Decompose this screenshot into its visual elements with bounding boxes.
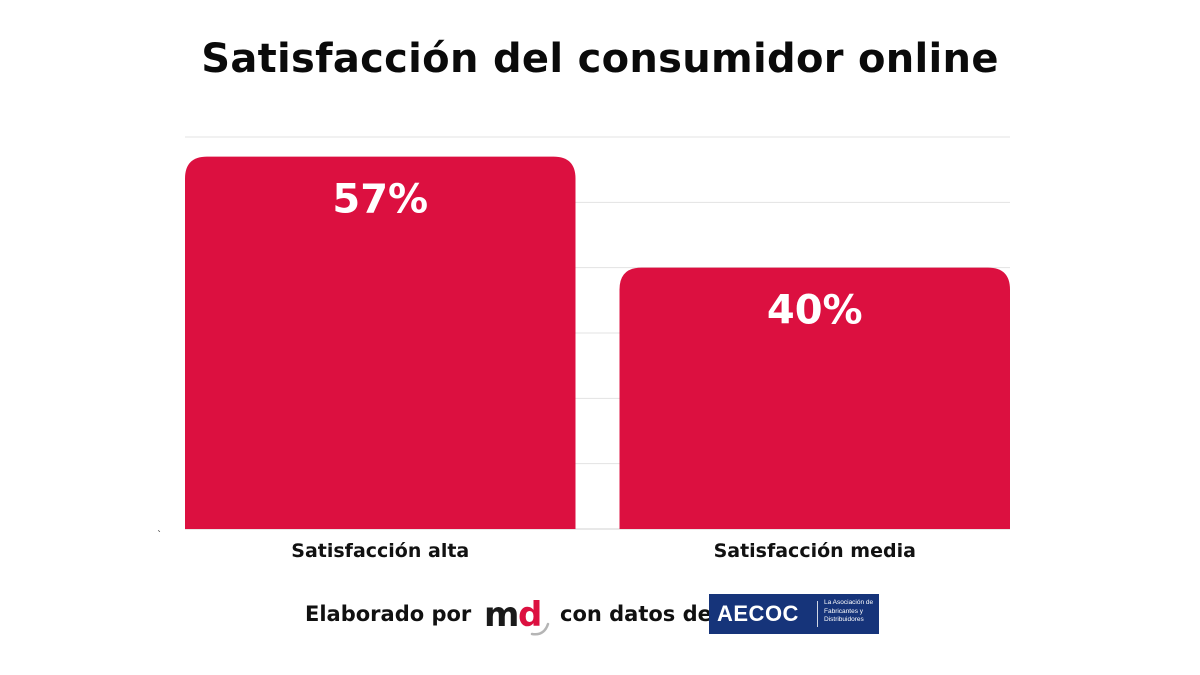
credit-con-datos-de: con datos de [560,602,712,626]
bar-value-label: 40% [767,288,863,334]
chart-category-labels: Satisfacción alta Satisfacción media [291,540,916,562]
bar-2 [619,267,1010,529]
chart-bars [185,156,1010,529]
footer-credits: Elaborado por m d con datos de AECOC La … [0,590,1200,638]
bar-1 [185,156,576,529]
aecoc-logo-divider [817,601,818,627]
aecoc-logo-tagline: La Asociación de Fabricantes y Distribui… [824,599,874,623]
aecoc-logo-mark: AECOC [717,601,799,626]
stray-tick-mark: ` [157,530,162,541]
svg-text:m: m [484,595,518,635]
aecoc-logo: AECOC La Asociación de Fabricantes y Dis… [709,594,879,634]
svg-text:d: d [518,595,542,635]
category-label: Satisfacción media [714,540,916,562]
credit-elaborado-por: Elaborado por [305,602,472,626]
md-logo: m d [484,595,550,636]
chart-title: Satisfacción del consumidor online [201,36,999,82]
category-label: Satisfacción alta [291,540,469,562]
chart-data-labels: 57% 40% [332,177,862,334]
bar-value-label: 57% [332,177,428,223]
